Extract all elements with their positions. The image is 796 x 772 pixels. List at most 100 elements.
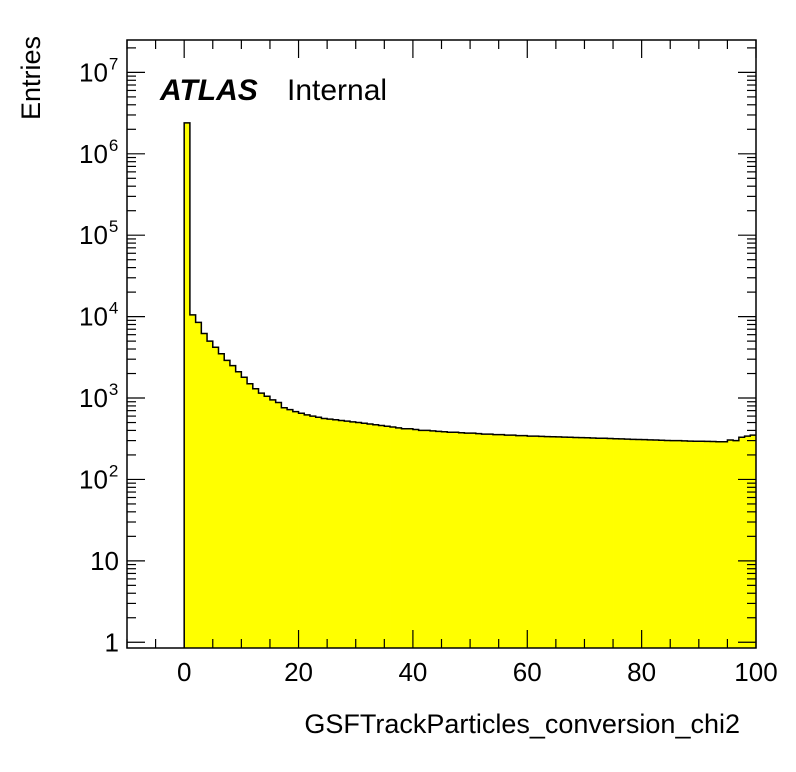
histogram-bin: [412, 429, 420, 648]
histogram-bin: [727, 440, 734, 648]
histogram-bin: [555, 436, 562, 648]
status-label: Internal: [287, 74, 387, 107]
x-tick-label: 20: [284, 657, 313, 687]
histogram-bin: [595, 438, 603, 648]
histogram-bin: [395, 427, 402, 648]
histogram-bin: [607, 438, 614, 648]
histogram-bin: [309, 416, 317, 648]
histogram-bin: [281, 407, 288, 648]
histogram-bin: [189, 314, 197, 648]
x-tick-label: 0: [177, 657, 191, 687]
histogram-bin: [481, 434, 488, 648]
histogram-bin: [327, 419, 334, 648]
histogram-bin: [338, 420, 345, 648]
histogram-bin: [447, 432, 454, 648]
x-tick-label: 80: [627, 657, 656, 687]
histogram-bin: [487, 434, 494, 648]
histogram-bin: [744, 436, 751, 648]
y-axis-label: Entries: [16, 36, 46, 120]
y-tick-label: 104: [79, 299, 118, 332]
histogram-bin: [733, 440, 740, 648]
histogram-bin: [378, 425, 385, 648]
histogram-bin: [252, 388, 259, 648]
histogram-bin: [418, 430, 425, 648]
histogram-bin: [561, 437, 568, 648]
histogram-bin: [527, 436, 534, 648]
histogram-bin: [653, 440, 660, 648]
histogram-bin: [635, 439, 643, 648]
histogram-bin: [344, 421, 351, 648]
histogram-bin: [315, 417, 322, 648]
histogram-bin: [618, 438, 625, 648]
histogram-bin: [521, 435, 528, 648]
histogram-bin: [590, 437, 597, 648]
histogram-bin: [687, 441, 694, 648]
histogram-bin: [264, 396, 271, 648]
histogram-bin: [350, 421, 357, 648]
histogram-bin: [321, 418, 328, 648]
histogram-bin: [664, 440, 671, 648]
histogram-bin: [384, 426, 391, 648]
histogram-bin: [584, 437, 591, 648]
histogram-bin: [515, 435, 522, 648]
histogram-bin: [658, 440, 665, 648]
histogram-bin: [475, 433, 482, 648]
histogram-bin: [441, 431, 448, 648]
histogram-bin: [498, 434, 505, 648]
histogram-bin: [452, 432, 460, 648]
histogram-bin: [532, 436, 540, 648]
histogram-bin: [292, 411, 299, 648]
histogram-bin: [401, 428, 408, 648]
histogram-bin: [624, 439, 631, 648]
histogram-bin: [372, 424, 379, 648]
histogram-bin: [693, 441, 700, 648]
histogram-bin: [675, 440, 683, 648]
histogram-bin: [710, 441, 717, 648]
histogram-bin: [241, 377, 248, 648]
histogram-bin: [435, 431, 442, 648]
histogram-bin: [201, 333, 208, 648]
histogram-bin: [269, 399, 277, 648]
histogram-bin: [458, 432, 465, 648]
histogram-bin: [195, 322, 202, 648]
histogram-bin: [224, 360, 231, 648]
histogram-bin: [681, 440, 688, 648]
histogram-bin: [258, 393, 265, 648]
histogram-bin: [207, 341, 214, 648]
histogram-bin: [229, 365, 237, 648]
x-tick-label: 60: [513, 657, 542, 687]
histogram-outline: [183, 122, 756, 648]
histogram-bin: [630, 439, 637, 648]
histogram-bin: [355, 422, 362, 648]
y-tick-label: 1: [105, 627, 119, 657]
histogram-bin: [298, 413, 305, 648]
histogram-bin: [504, 435, 511, 648]
histogram-bin: [738, 437, 745, 648]
histogram-bin: [641, 439, 648, 648]
histogram-bars: [184, 122, 757, 649]
histogram-bin: [578, 437, 585, 648]
histogram-bin: [544, 436, 551, 648]
histogram-bin: [464, 433, 471, 648]
histogram-bin: [670, 440, 677, 648]
histogram-bin: [304, 414, 311, 648]
histogram-bin: [424, 430, 431, 648]
histogram-bin: [721, 441, 728, 648]
axis-ticks: [126, 40, 757, 648]
histogram-bin: [332, 419, 339, 648]
histogram-bin: [750, 435, 757, 648]
histogram-bin: [704, 441, 711, 648]
x-tick-label: 40: [398, 657, 427, 687]
histogram-bin: [601, 438, 608, 648]
histogram-bin: [367, 423, 374, 648]
histogram-bin: [647, 439, 654, 648]
x-axis-label: GSFTrackParticles_conversion_chi2: [304, 709, 740, 739]
histogram-bin: [430, 430, 437, 648]
histogram-bin: [510, 435, 517, 648]
histogram-bin: [538, 436, 545, 648]
y-tick-label: 102: [79, 461, 118, 494]
histogram-bin: [361, 423, 368, 648]
plot-frame: [126, 39, 757, 649]
histogram-bin: [212, 347, 219, 648]
